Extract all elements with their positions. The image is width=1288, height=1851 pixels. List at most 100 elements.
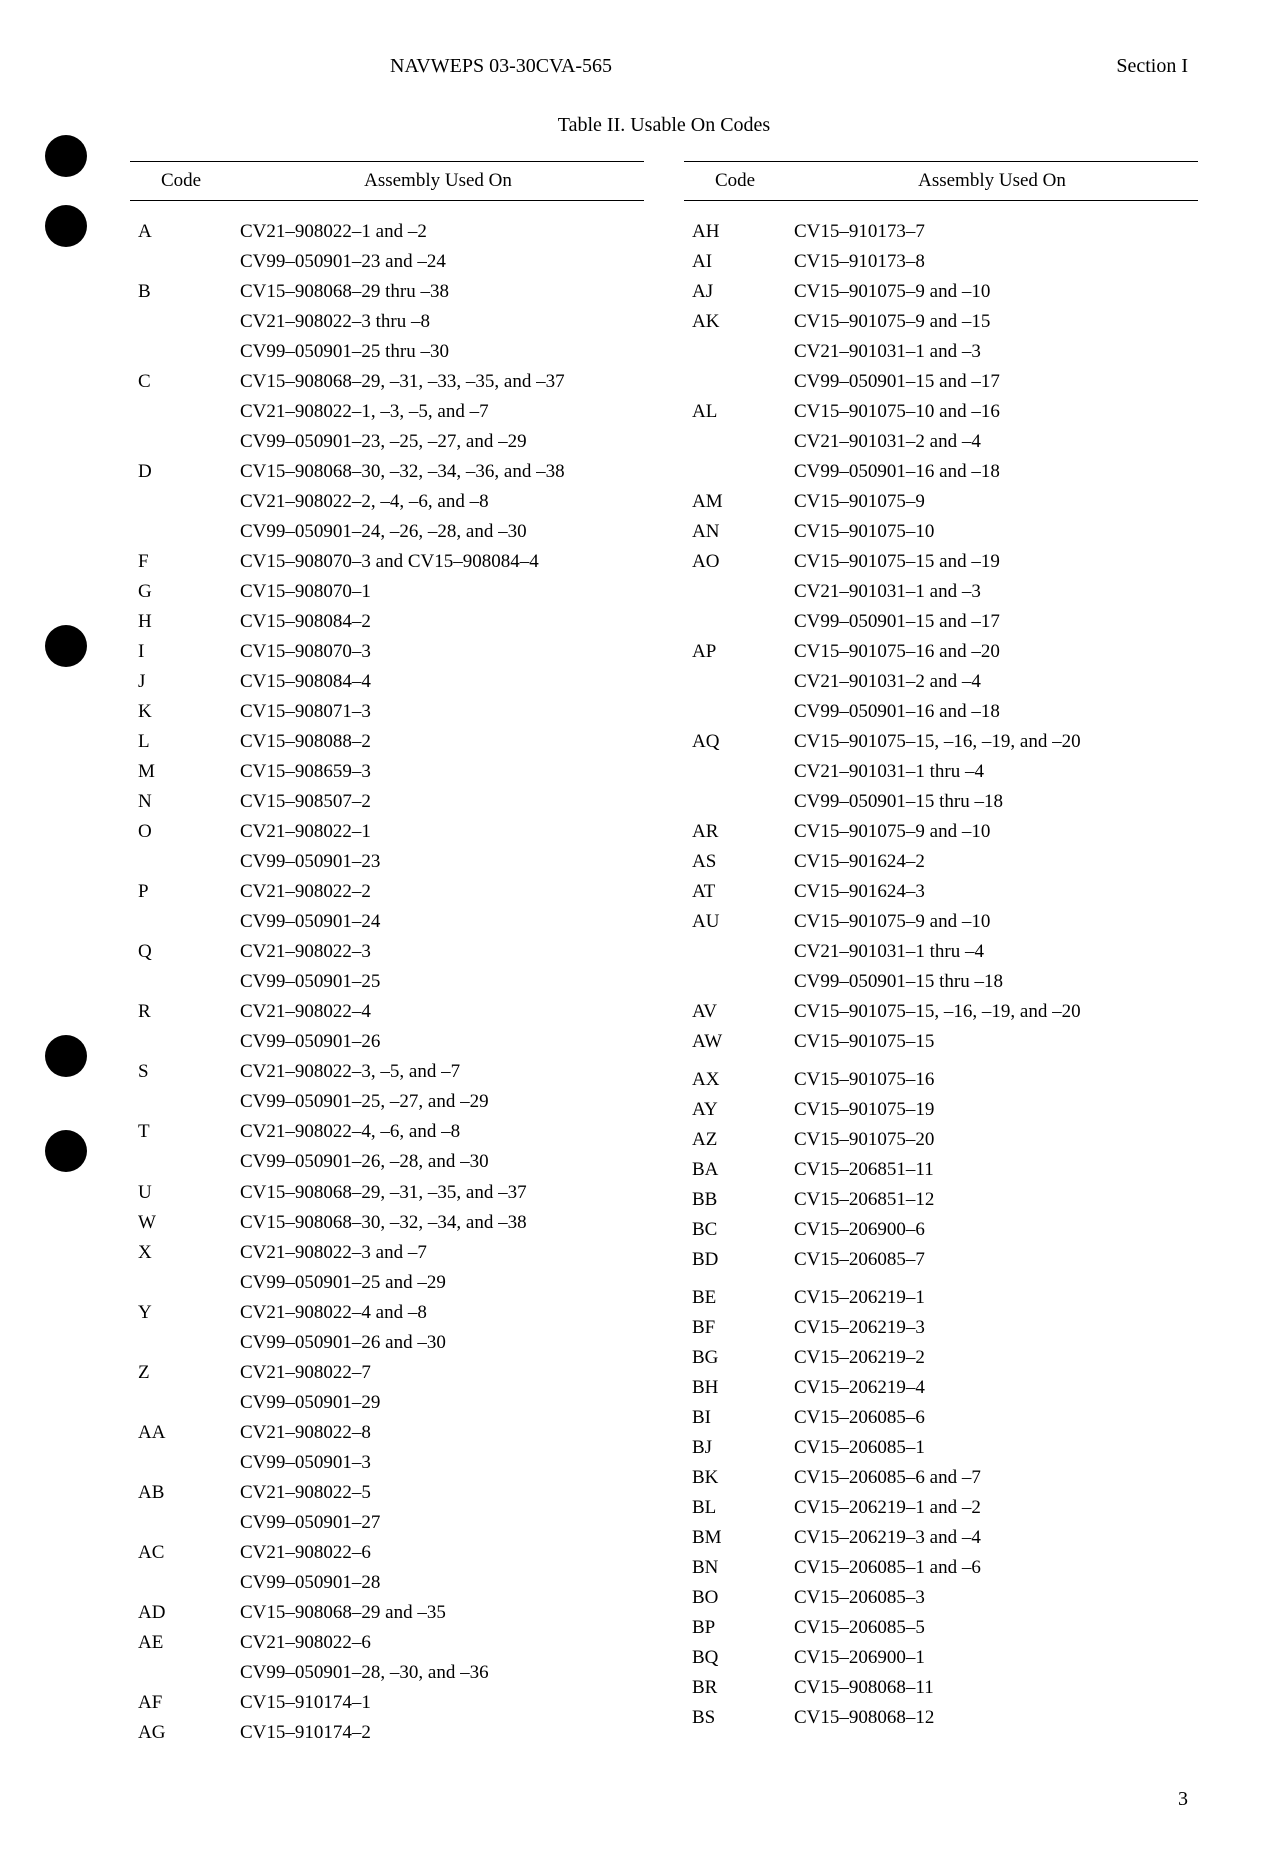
table-row: BCV15–908068–29 thru –38 [130,277,644,307]
code-cell: T [130,1117,232,1147]
table-row: CV21–908022–2, –4, –6, and –8 [130,487,644,517]
table-row: BJCV15–206085–1 [684,1433,1198,1463]
code-cell [130,1147,232,1177]
table-row: BDCV15–206085–7 [684,1245,1198,1275]
assembly-cell: CV99–050901–16 and –18 [786,457,1198,487]
code-cell: AK [684,307,786,337]
assembly-cell: CV99–050901–23 [232,847,644,877]
code-cell: BP [684,1613,786,1643]
table-row: AQCV15–901075–15, –16, –19, and –20 [684,727,1198,757]
code-cell: BQ [684,1643,786,1673]
table-row: AMCV15–901075–9 [684,487,1198,517]
code-cell: P [130,877,232,907]
code-cell: AR [684,817,786,847]
assembly-cell: CV21–908022–1 [232,817,644,847]
assembly-cell: CV99–050901–15 thru –18 [786,967,1198,997]
code-cell: G [130,577,232,607]
assembly-cell: CV15–206900–6 [786,1215,1198,1245]
table-row: AGCV15–910174–2 [130,1718,644,1748]
code-cell: Y [130,1297,232,1327]
code-cell: L [130,727,232,757]
table-row: CV99–050901–26, –28, and –30 [130,1147,644,1177]
table-row: BQCV15–206900–1 [684,1643,1198,1673]
table-row: CV21–901031–2 and –4 [684,427,1198,457]
table-row: CV99–050901–28, –30, and –36 [130,1658,644,1688]
assembly-cell: CV15–908659–3 [232,757,644,787]
punch-hole [45,1130,87,1172]
assembly-cell: CV21–908022–8 [232,1417,644,1447]
assembly-cell: CV21–908022–5 [232,1477,644,1507]
code-cell [130,517,232,547]
page-header: NAVWEPS 03-30CVA-565 Section I [130,55,1198,78]
code-cell: I [130,637,232,667]
assembly-cell: CV21–901031–1 thru –4 [786,757,1198,787]
code-cell [130,847,232,877]
code-cell: K [130,697,232,727]
assembly-cell: CV21–901031–2 and –4 [786,427,1198,457]
table-row: ALCV15–901075–10 and –16 [684,397,1198,427]
assembly-cell: CV15–908070–3 and CV15–908084–4 [232,547,644,577]
assembly-cell: CV15–910173–8 [786,247,1198,277]
assembly-cell: CV15–206219–1 and –2 [786,1493,1198,1523]
assembly-cell: CV99–050901–26 and –30 [232,1327,644,1357]
assembly-cell: CV15–206085–3 [786,1583,1198,1613]
code-cell [130,907,232,937]
assembly-cell: CV15–206085–1 [786,1433,1198,1463]
table-row: ANCV15–901075–10 [684,517,1198,547]
assembly-cell: CV21–908022–3 and –7 [232,1237,644,1267]
code-cell [684,367,786,397]
table-row: AYCV15–901075–19 [684,1095,1198,1125]
code-cell: AU [684,907,786,937]
assembly-cell: CV15–901075–9 and –10 [786,907,1198,937]
table-row: BHCV15–206219–4 [684,1373,1198,1403]
table-row: BICV15–206085–6 [684,1403,1198,1433]
assembly-cell: CV99–050901–25, –27, and –29 [232,1087,644,1117]
table-column-right: Code Assembly Used On AHCV15–910173–7AIC… [684,161,1198,1748]
code-cell [130,1447,232,1477]
code-cell [684,607,786,637]
assembly-cell: CV15–908068–12 [786,1703,1198,1733]
assembly-cell: CV21–908022–1 and –2 [232,201,644,247]
code-cell: AQ [684,727,786,757]
code-cell: AC [130,1538,232,1568]
code-cell [684,457,786,487]
table-row: ACCV21–908022–6 [130,1538,644,1568]
table-row: AACV21–908022–8 [130,1417,644,1447]
assembly-cell: CV21–908022–7 [232,1357,644,1387]
table-row: BNCV15–206085–1 and –6 [684,1553,1198,1583]
table-row: PCV21–908022–2 [130,877,644,907]
table-row: CV99–050901–24, –26, –28, and –30 [130,517,644,547]
assembly-cell: CV15–206851–12 [786,1185,1198,1215]
assembly-cell: CV21–908022–4, –6, and –8 [232,1117,644,1147]
code-cell: AY [684,1095,786,1125]
table-row: CV21–901031–1 and –3 [684,337,1198,367]
code-cell [130,1087,232,1117]
code-cell: BC [684,1215,786,1245]
table-row: AUCV15–901075–9 and –10 [684,907,1198,937]
table-header-assembly: Assembly Used On [232,162,644,201]
table-row: BPCV15–206085–5 [684,1613,1198,1643]
code-cell [130,1507,232,1537]
table-row: AJCV15–901075–9 and –10 [684,277,1198,307]
table-row: BOCV15–206085–3 [684,1583,1198,1613]
assembly-cell: CV21–908022–4 and –8 [232,1297,644,1327]
table-columns: Code Assembly Used On ACV21–908022–1 and… [130,161,1198,1748]
table-row: TCV21–908022–4, –6, and –8 [130,1117,644,1147]
code-cell: AJ [684,277,786,307]
code-cell [130,487,232,517]
assembly-cell: CV15–901075–20 [786,1125,1198,1155]
table-row: CV21–908022–3 thru –8 [130,307,644,337]
table-row: AXCV15–901075–16 [684,1057,1198,1095]
assembly-cell: CV15–206085–1 and –6 [786,1553,1198,1583]
code-cell: BD [684,1245,786,1275]
table-row: BGCV15–206219–2 [684,1343,1198,1373]
assembly-cell: CV21–908022–4 [232,997,644,1027]
code-cell: AT [684,877,786,907]
assembly-cell: CV99–050901–15 thru –18 [786,787,1198,817]
assembly-cell: CV15–901624–3 [786,877,1198,907]
assembly-cell: CV15–908068–29 thru –38 [232,277,644,307]
assembly-cell: CV99–050901–26, –28, and –30 [232,1147,644,1177]
assembly-cell: CV15–901075–15, –16, –19, and –20 [786,997,1198,1027]
table-caption: Table II. Usable On Codes [130,114,1198,137]
table-row: BFCV15–206219–3 [684,1313,1198,1343]
